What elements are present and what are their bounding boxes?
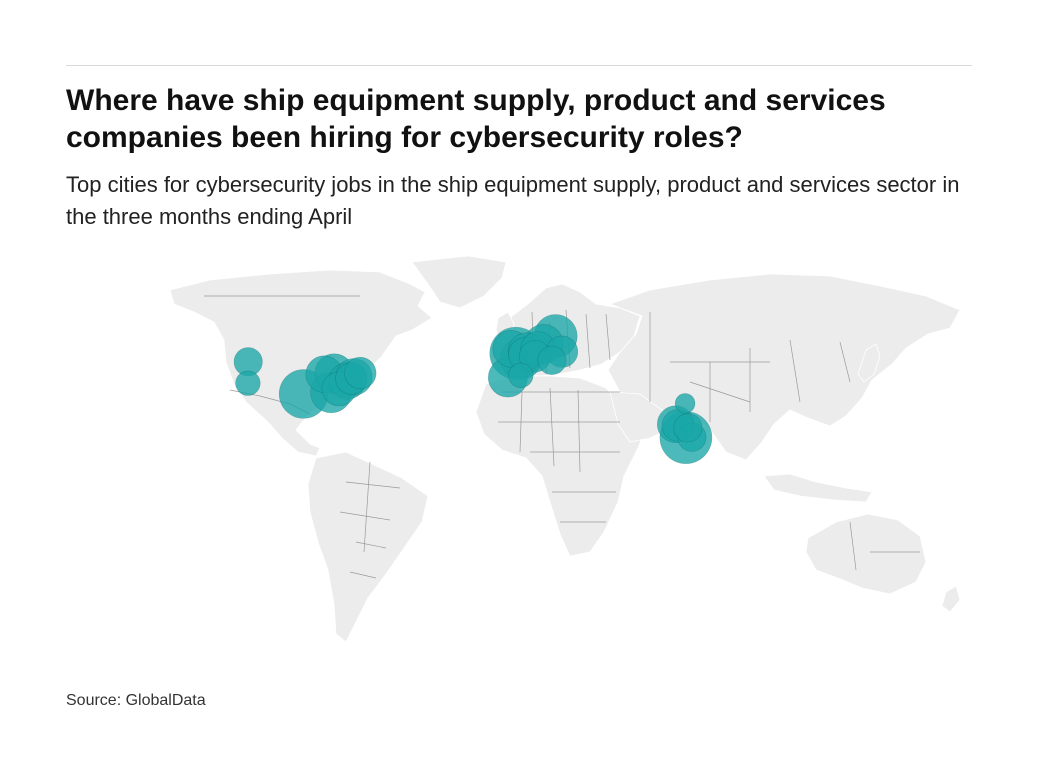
land-africa bbox=[475, 375, 647, 557]
borders-south-america bbox=[339, 461, 401, 579]
borders-asia bbox=[649, 312, 851, 422]
land-greenland bbox=[411, 255, 507, 309]
top-divider bbox=[66, 65, 972, 66]
chart-subtitle: Top cities for cybersecurity jobs in the… bbox=[66, 172, 960, 229]
city-bubble bbox=[537, 345, 567, 375]
world-map bbox=[150, 252, 980, 652]
land-layer bbox=[169, 255, 961, 643]
borders-africa bbox=[498, 387, 620, 523]
world-map-svg bbox=[169, 255, 961, 643]
land-indonesia bbox=[763, 473, 873, 503]
land-new-zealand bbox=[941, 585, 961, 613]
city-bubble bbox=[235, 370, 261, 396]
chart-title: Where have ship equipment supply, produc… bbox=[66, 84, 886, 154]
land-australia bbox=[805, 513, 927, 595]
city-bubble bbox=[673, 413, 703, 443]
borders-australia bbox=[849, 521, 920, 571]
city-bubble bbox=[508, 362, 534, 388]
city-bubbles bbox=[233, 314, 713, 464]
source-note: Source: GlobalData bbox=[66, 692, 206, 709]
land-north-america bbox=[169, 269, 433, 457]
city-bubble bbox=[674, 393, 696, 414]
land-japan bbox=[857, 343, 881, 383]
city-bubble bbox=[344, 356, 377, 390]
land-south-america bbox=[307, 451, 429, 643]
